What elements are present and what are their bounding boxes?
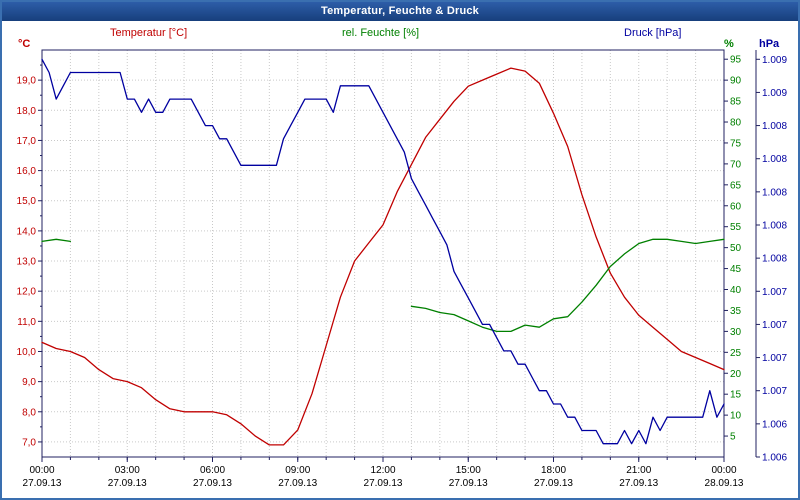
svg-text:27.09.13: 27.09.13: [364, 478, 403, 489]
svg-text:09:00: 09:00: [285, 465, 310, 476]
svg-text:1.006: 1.006: [762, 453, 787, 464]
legend-pressure: Druck [hPa]: [624, 27, 682, 39]
svg-text:27.09.13: 27.09.13: [619, 478, 658, 489]
svg-text:21:00: 21:00: [626, 465, 651, 476]
svg-text:15:00: 15:00: [456, 465, 481, 476]
svg-text:00:00: 00:00: [29, 465, 54, 476]
svg-text:30: 30: [730, 327, 742, 338]
svg-text:65: 65: [730, 180, 742, 191]
legend-temperature: Temperatur [°C]: [110, 27, 188, 39]
svg-text:27.09.13: 27.09.13: [23, 478, 62, 489]
svg-text:12,0: 12,0: [17, 287, 37, 298]
svg-text:15,0: 15,0: [17, 196, 37, 207]
temperature-axis-unit: °C: [18, 38, 31, 50]
y-axis-pressure: 1.009 1.009 1.008 1.008 1.008 1.008 1.008 1.007…: [755, 50, 787, 464]
svg-text:1.009: 1.009: [762, 88, 787, 99]
svg-text:75: 75: [730, 138, 742, 149]
svg-text:1.007: 1.007: [762, 353, 787, 364]
svg-text:1.006: 1.006: [762, 419, 787, 430]
window-title: Temperatur, Feuchte & Druck: [320, 5, 479, 17]
svg-text:12:00: 12:00: [370, 465, 395, 476]
svg-text:1.007: 1.007: [762, 386, 787, 397]
pressure-line: [41, 58, 725, 445]
svg-text:1.007: 1.007: [762, 287, 787, 298]
svg-text:17,0: 17,0: [17, 136, 37, 147]
humidity-axis-unit: %: [724, 38, 734, 50]
svg-text:28.09.13: 28.09.13: [705, 478, 744, 489]
y-axis-temperature: 19,0 18,0 17,0 16,0 15,0 14,0 13,0 12,0 11,0 10,0…: [17, 64, 42, 448]
svg-text:27.09.13: 27.09.13: [278, 478, 317, 489]
svg-text:18,0: 18,0: [17, 106, 37, 117]
svg-text:16,0: 16,0: [17, 166, 37, 177]
temperature-line: [41, 67, 725, 446]
svg-text:1.007: 1.007: [762, 320, 787, 331]
svg-text:19,0: 19,0: [17, 76, 37, 87]
svg-text:13,0: 13,0: [17, 257, 37, 268]
svg-text:55: 55: [730, 222, 742, 233]
svg-text:1.008: 1.008: [762, 187, 787, 198]
svg-text:1.009: 1.009: [762, 55, 787, 66]
svg-text:1.008: 1.008: [762, 254, 787, 265]
svg-text:11,0: 11,0: [17, 317, 36, 328]
svg-text:85: 85: [730, 97, 742, 108]
svg-text:10: 10: [730, 411, 742, 422]
legend-humidity: rel. Feuchte [%]: [342, 27, 420, 39]
svg-text:70: 70: [730, 159, 742, 170]
svg-text:00:00: 00:00: [711, 465, 736, 476]
svg-text:1.008: 1.008: [762, 121, 787, 132]
svg-text:27.09.13: 27.09.13: [193, 478, 232, 489]
svg-text:10,0: 10,0: [17, 347, 37, 358]
svg-text:18:00: 18:00: [541, 465, 566, 476]
x-axis: 00:00 27.09.13 03:00 27.09.13 06:00 27.09.13 0…: [23, 457, 744, 489]
svg-text:80: 80: [730, 118, 742, 129]
pressure-axis-unit: hPa: [759, 38, 780, 50]
svg-text:60: 60: [730, 201, 742, 212]
svg-text:50: 50: [730, 243, 742, 254]
svg-text:8,0: 8,0: [22, 407, 36, 418]
svg-text:25: 25: [730, 348, 742, 359]
svg-text:06:00: 06:00: [200, 465, 225, 476]
humidity-line: [41, 238, 725, 333]
svg-text:20: 20: [730, 369, 742, 380]
svg-text:9,0: 9,0: [22, 377, 36, 388]
svg-text:14,0: 14,0: [17, 226, 37, 237]
svg-text:40: 40: [730, 285, 742, 296]
title-bar: Temperatur, Feuchte & Druck: [2, 2, 798, 21]
svg-text:15: 15: [730, 390, 742, 401]
svg-text:90: 90: [730, 76, 742, 87]
svg-text:45: 45: [730, 264, 742, 275]
svg-text:95: 95: [730, 55, 742, 66]
svg-text:7,0: 7,0: [22, 437, 36, 448]
svg-text:27.09.13: 27.09.13: [108, 478, 147, 489]
svg-text:35: 35: [730, 306, 742, 317]
y-axis-humidity: 95 90 85 80 75 70 65 60 55 50 45 40 35 30 25 20 15 10 5: [724, 55, 742, 443]
svg-text:03:00: 03:00: [115, 465, 140, 476]
svg-text:5: 5: [730, 432, 736, 443]
gridlines: [42, 50, 724, 457]
svg-text:27.09.13: 27.09.13: [534, 478, 573, 489]
svg-text:27.09.13: 27.09.13: [449, 478, 488, 489]
svg-text:1.008: 1.008: [762, 154, 787, 165]
svg-text:1.008: 1.008: [762, 220, 787, 231]
